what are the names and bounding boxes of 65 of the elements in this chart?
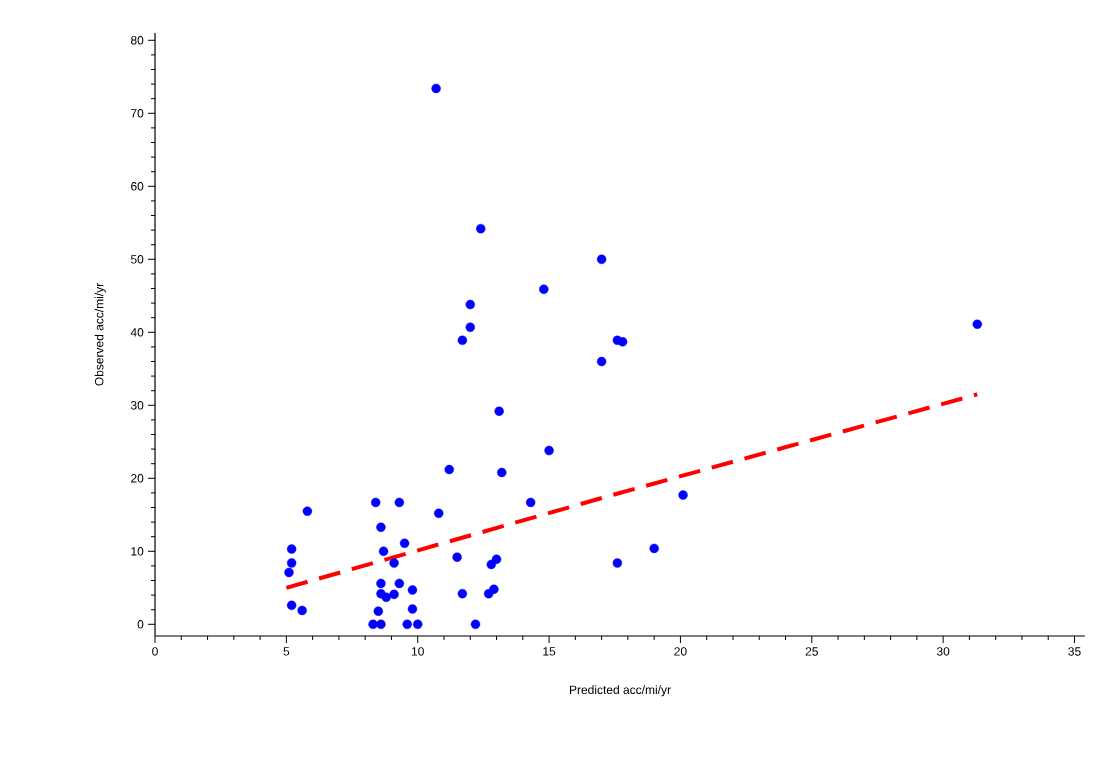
point — [617, 337, 628, 347]
point — [381, 592, 391, 602]
x-tick-label: 30 — [936, 647, 950, 656]
y-tick-label: 20 — [131, 474, 144, 483]
point — [434, 508, 444, 519]
point — [497, 467, 507, 478]
y-tick-label: 40 — [130, 328, 144, 337]
point — [476, 223, 486, 234]
point — [465, 299, 475, 310]
point — [376, 578, 386, 589]
point — [457, 335, 468, 346]
point — [431, 83, 441, 94]
point — [596, 254, 607, 264]
point — [407, 585, 418, 595]
point — [457, 588, 468, 599]
point — [649, 543, 659, 554]
point — [612, 558, 623, 568]
point — [370, 497, 381, 508]
point — [284, 567, 294, 578]
point — [389, 589, 399, 600]
y-tick-label: 10 — [131, 547, 144, 556]
x-tick-label: 15 — [543, 647, 556, 656]
point — [413, 619, 423, 630]
x-tick-label: 0 — [152, 647, 158, 656]
y-tick-label: 80 — [130, 36, 144, 45]
point — [452, 552, 462, 562]
point — [972, 319, 982, 329]
point — [394, 497, 405, 508]
point — [470, 619, 481, 630]
y-tick-label: 70 — [131, 109, 144, 118]
x-tick-label: 35 — [1068, 647, 1081, 656]
x-axis-title: Predicted acc/mi/yr — [569, 685, 671, 697]
point — [525, 497, 536, 508]
x-tick-label: 5 — [283, 647, 290, 656]
point — [399, 538, 410, 548]
point — [376, 619, 386, 630]
x-tick-label: 10 — [411, 647, 424, 656]
point — [302, 506, 313, 516]
x-tick-label: 25 — [805, 647, 818, 656]
point — [465, 322, 475, 332]
x-tick-label: 20 — [674, 647, 687, 656]
y-tick-label: 30 — [130, 401, 144, 410]
point — [376, 522, 386, 532]
point — [286, 544, 297, 554]
y-tick-label: 0 — [137, 620, 144, 629]
point — [407, 604, 418, 614]
point — [286, 558, 297, 568]
point — [596, 356, 607, 367]
point — [378, 546, 389, 556]
point — [389, 558, 399, 568]
point — [491, 554, 502, 565]
y-tick-label: 50 — [130, 255, 144, 264]
point — [544, 445, 554, 456]
point — [489, 584, 499, 594]
point — [373, 606, 384, 616]
y-tick-label: 60 — [131, 182, 144, 191]
point — [297, 605, 307, 616]
point — [444, 464, 454, 475]
point — [494, 406, 504, 416]
point — [402, 619, 412, 630]
point — [678, 490, 688, 500]
point — [286, 600, 297, 611]
point — [394, 578, 405, 589]
y-axis-title: Observed acc/mi/yr — [94, 283, 106, 386]
point — [539, 284, 549, 294]
